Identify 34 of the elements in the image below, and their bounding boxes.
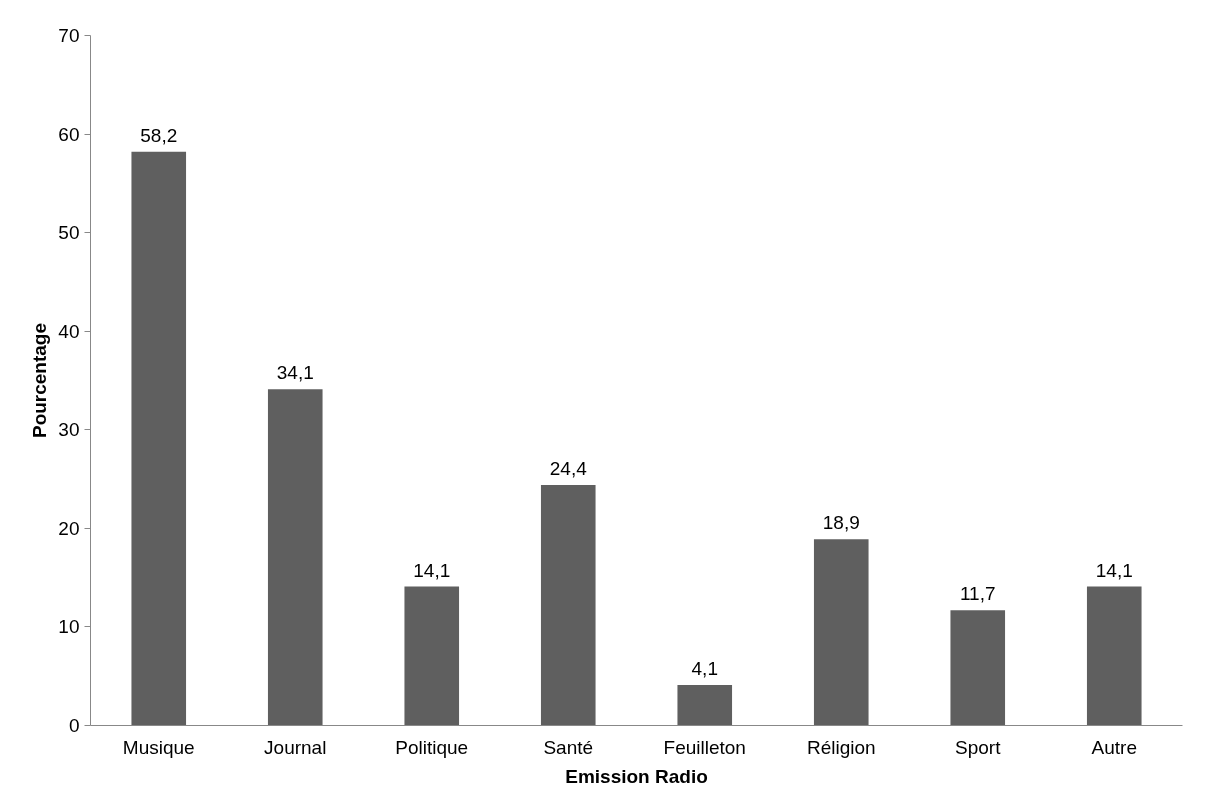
data-label: 14,1 — [1095, 559, 1133, 581]
y-tick-label: 50 — [58, 222, 80, 244]
data-label: 24,4 — [549, 457, 588, 479]
y-tick-label: 40 — [58, 320, 80, 342]
y-tick-label: 10 — [58, 616, 80, 638]
y-tick-label: 70 — [58, 25, 80, 46]
x-tick-label: Autre — [1091, 736, 1137, 758]
data-label: 4,1 — [691, 658, 718, 680]
data-label: 34,1 — [276, 362, 314, 384]
x-tick-label: Réligion — [806, 736, 876, 758]
y-axis-title: Pourcentage — [29, 322, 51, 439]
data-label: 58,2 — [140, 124, 178, 146]
x-tick-label: Santé — [543, 736, 594, 758]
x-tick-label: Feuilleton — [663, 736, 746, 758]
x-tick-label: Sport — [955, 736, 1002, 758]
data-label: 18,9 — [822, 512, 860, 534]
x-tick-label: Politique — [395, 736, 469, 758]
x-tick-label: Musique — [122, 736, 195, 758]
bar — [950, 610, 1006, 726]
y-tick-label: 0 — [68, 715, 80, 736]
bar — [404, 586, 460, 726]
x-tick-label: Journal — [264, 736, 327, 758]
bar — [131, 151, 187, 726]
bar — [267, 389, 323, 726]
x-axis-title: Emission Radio — [565, 765, 708, 787]
bar — [813, 539, 869, 726]
bar — [1086, 586, 1142, 726]
y-tick-label: 20 — [58, 517, 80, 539]
y-tick-label: 30 — [58, 419, 80, 441]
data-label: 11,7 — [959, 583, 996, 605]
bar — [677, 685, 733, 726]
data-label: 14,1 — [413, 559, 451, 581]
bar — [540, 484, 596, 726]
y-tick-label: 60 — [58, 123, 80, 145]
